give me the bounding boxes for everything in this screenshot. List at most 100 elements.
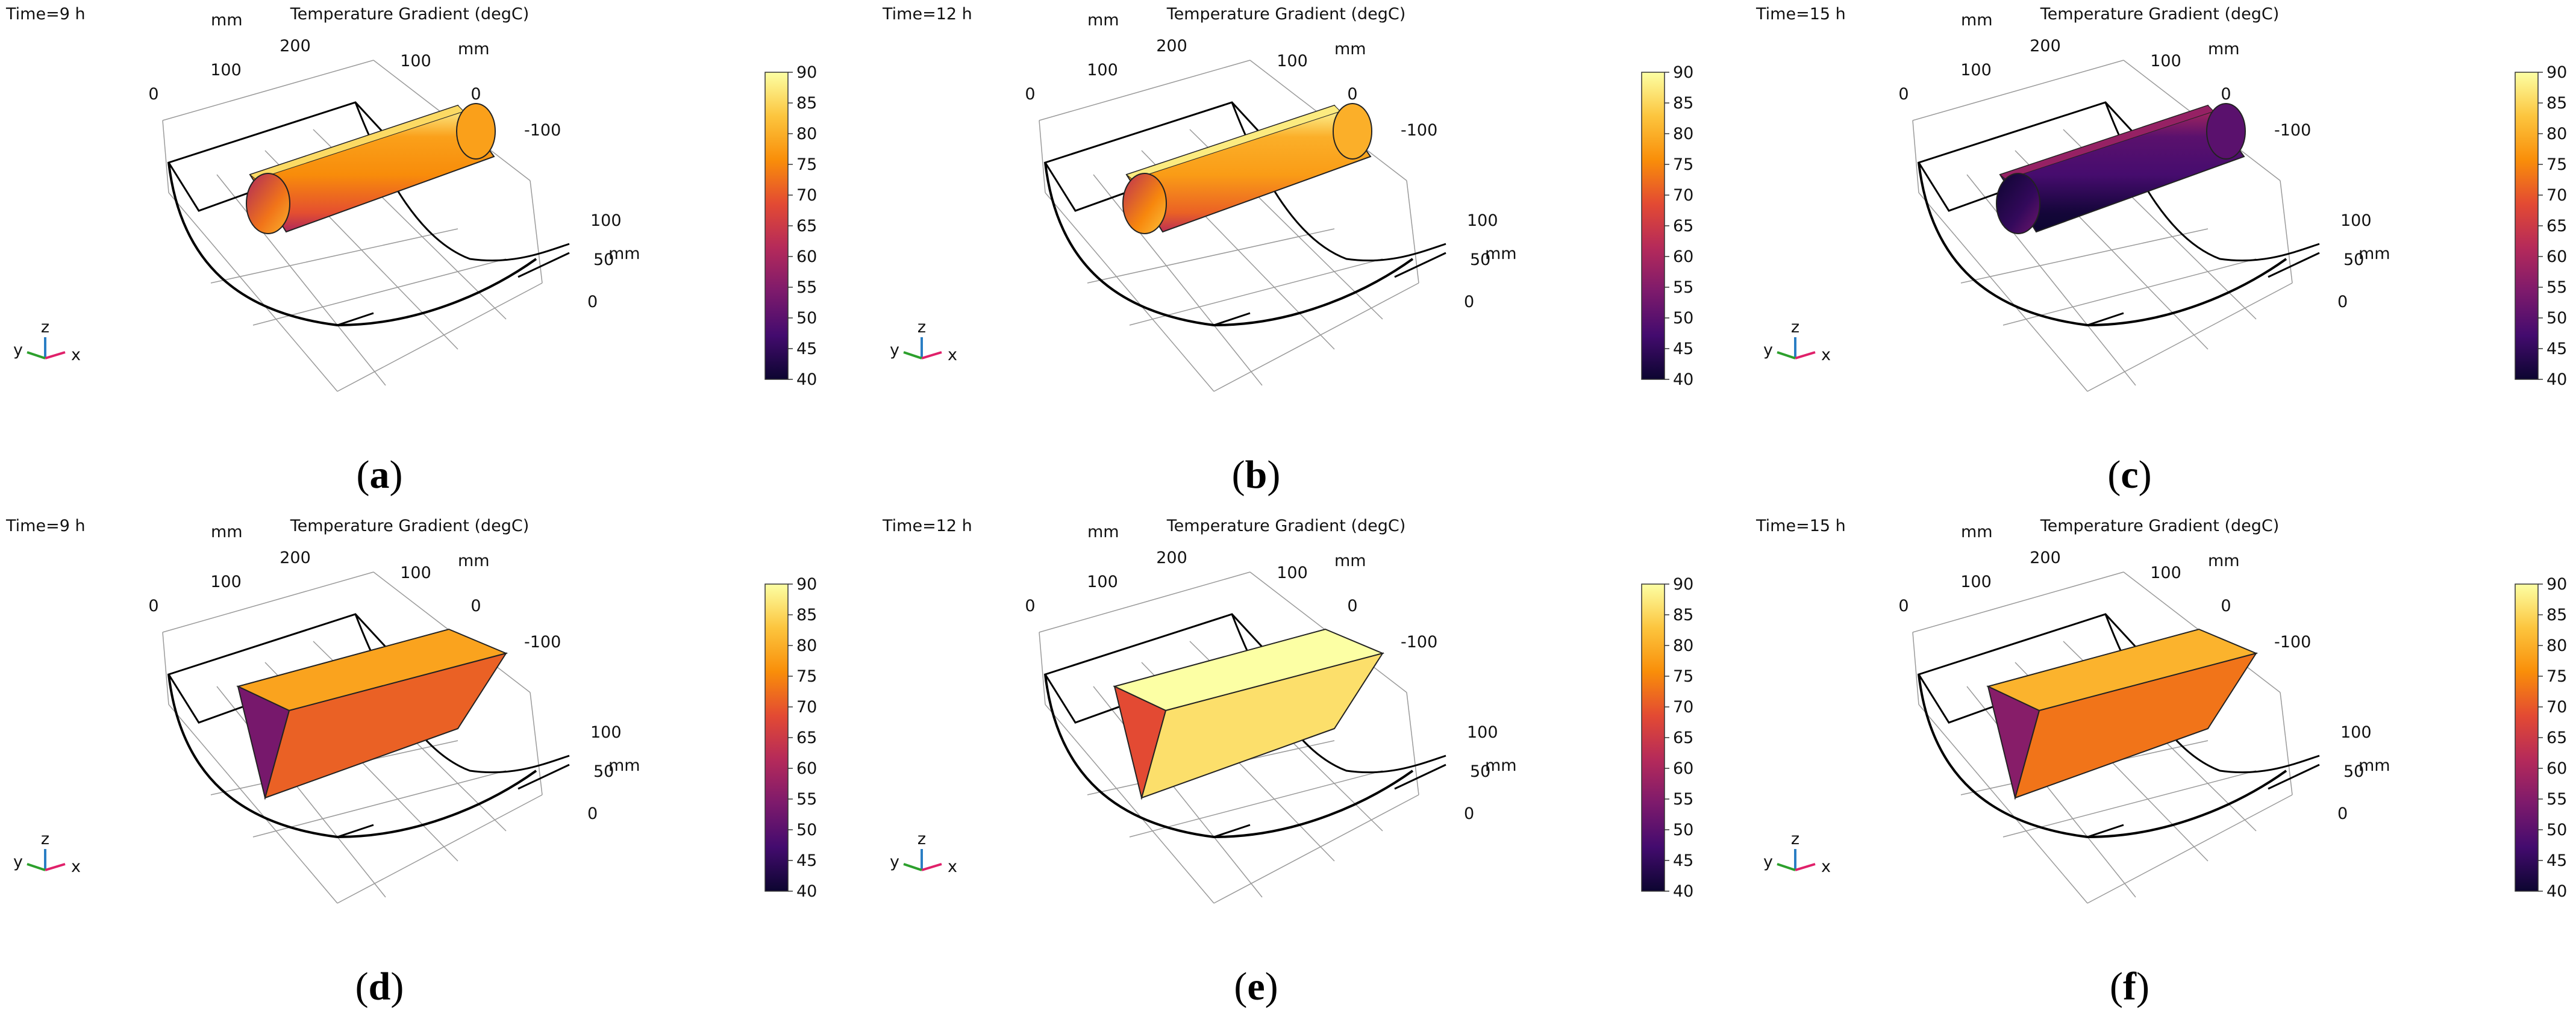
caption-letter: c (2121, 453, 2138, 497)
colorbar-tick-label: 50 (2546, 821, 2567, 839)
colorbar-tick-label: 60 (796, 247, 817, 266)
axis-unit-label: mm (1961, 11, 1993, 30)
y-axis-arrow (1777, 351, 1796, 359)
colorbar-tick-label: 90 (2546, 575, 2567, 594)
axis-tick-label: 200 (2030, 549, 2061, 567)
grid-line (1045, 704, 1215, 904)
panel-b: Time=12 h Temperature Gradient (degC) mm 10… (877, 0, 1735, 502)
grid-line (1093, 686, 1263, 898)
colorbar-tick-label: 65 (796, 217, 817, 235)
x-axis-arrow (45, 351, 66, 359)
axis-unit-label: mm (2359, 244, 2390, 263)
colorbar-tick-label: 40 (796, 882, 817, 901)
grid-line (252, 258, 507, 326)
panel-caption: (b) (1232, 453, 1281, 497)
trough-edge (337, 764, 570, 838)
plot-title: Temperature Gradient (degC) (2040, 517, 2280, 535)
axis-tick-label: 50 (593, 762, 614, 781)
caption-letter: f (2123, 965, 2137, 1009)
y-axis-arrow (1777, 863, 1796, 871)
axis-tick-label: -100 (524, 121, 561, 140)
colorbar-tick-label: 40 (1673, 882, 1693, 901)
panel-c: Time=15 h Temperature Gradient (degC) mm 10… (1750, 0, 2576, 502)
axis-tick-label: 0 (1898, 597, 1909, 615)
y-axis-arrow (903, 863, 922, 871)
colorbar-tick-label: 85 (1673, 94, 1693, 113)
panel-d: Time=9 h Temperature Gradient (degC) mm 100… (0, 512, 858, 1014)
axis-tick-label: 100 (2340, 211, 2372, 230)
y-axis-arrow (903, 351, 922, 359)
y-axis-label: y (890, 853, 899, 871)
axis-tick-label: 50 (2343, 250, 2364, 269)
axis-tick-label: 100 (1277, 564, 1308, 582)
absorber-end-front (1996, 173, 2040, 234)
x-axis-label: x (71, 346, 81, 364)
colorbar-tick-label: 85 (796, 94, 817, 113)
axis-tick-label: 100 (2150, 52, 2181, 70)
colorbar-tick-label: 50 (2546, 309, 2567, 328)
plot-b: Time=12 h Temperature Gradient (degC) mm 10… (882, 5, 1693, 497)
axis-tick-label: 200 (1156, 549, 1187, 567)
grid-line (216, 686, 386, 898)
x-axis-arrow (1795, 863, 1816, 871)
colorbar-tick-label: 80 (2546, 636, 2567, 655)
plot-d: Time=9 h Temperature Gradient (degC) mm 100… (5, 517, 817, 1009)
axis-triad: z x y (890, 830, 957, 876)
grid-line (1960, 228, 2209, 284)
grid-line (162, 60, 374, 121)
colorbar-tick-label: 55 (2546, 790, 2567, 809)
y-axis-label: y (890, 341, 899, 359)
y-axis-label: y (1763, 853, 1773, 871)
panel-caption: (a) (357, 453, 403, 497)
trough-edge (2087, 252, 2320, 326)
grid-line (1129, 770, 1383, 838)
trough-curve (1918, 674, 2287, 839)
axis-triad: z x y (1763, 318, 1831, 364)
axis-tick-label: 100 (2150, 564, 2181, 582)
axis-tick-label: 100 (1277, 52, 1308, 70)
trough-edge (1213, 252, 1446, 326)
x-axis-arrow (921, 351, 942, 359)
time-label: Time=9 h (5, 517, 86, 535)
axis-triad: z x y (13, 830, 81, 876)
axis-triad: z x y (1763, 830, 1831, 876)
z-axis-label: z (1791, 318, 1799, 337)
colorbar-tick-label: 40 (2546, 882, 2567, 901)
grid-line (252, 770, 507, 838)
trough-edge (2087, 764, 2320, 838)
grid-line (162, 632, 169, 705)
axis-tick-label: 50 (593, 250, 614, 269)
axis-triad: z x y (13, 318, 81, 364)
axis-unit-label: mm (1087, 523, 1119, 541)
grid-line (1213, 794, 1419, 904)
panel-e: Time=12 h Temperature Gradient (degC) mm 10… (877, 512, 1735, 1014)
grid-line (1039, 60, 1251, 121)
colorbar (2515, 72, 2539, 380)
grid-line (1045, 192, 1215, 392)
axis-tick-label: -100 (1401, 633, 1437, 652)
axis-unit-label: mm (211, 523, 243, 541)
colorbar-tick-label: 55 (796, 790, 817, 809)
x-axis-label: x (71, 857, 81, 876)
colorbar-tick-label: 40 (1673, 370, 1693, 389)
colorbar-tick-label: 90 (796, 575, 817, 594)
colorbar-tick-label: 70 (2546, 698, 2567, 717)
axis-tick-label: 0 (2337, 804, 2348, 823)
axis-unit-label: mm (1334, 40, 1366, 58)
grid-line (1966, 174, 2136, 386)
time-label: Time=15 h (1755, 517, 1846, 535)
axis-unit-label: mm (1334, 552, 1366, 570)
x-axis-label: x (948, 857, 957, 876)
colorbar-tick-label: 85 (1673, 606, 1693, 624)
trough-edge (337, 252, 570, 326)
grid-line (1093, 174, 1263, 386)
colorbar-tick-label: 70 (1673, 186, 1693, 205)
grid-line (1912, 632, 1919, 705)
axis-unit-label: mm (1961, 523, 1993, 541)
axis-unit-label: mm (1485, 244, 1517, 263)
trough-curve (1044, 674, 1414, 839)
caption-paren: ) (1265, 965, 1278, 1009)
caption-paren: ( (355, 965, 369, 1009)
plot-e: Time=12 h Temperature Gradient (degC) mm 10… (882, 517, 1693, 1009)
colorbar-tick-label: 60 (796, 759, 817, 778)
